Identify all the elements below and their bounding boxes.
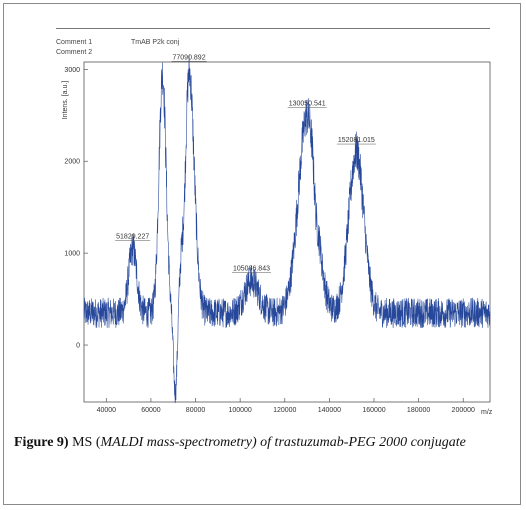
x-tick-label: 160000 — [362, 407, 385, 414]
figure-frame — [3, 3, 521, 505]
x-tick-label: 80000 — [186, 407, 206, 414]
plot-area — [83, 61, 491, 403]
y-axis-label: Intens. [a.u.] — [62, 81, 69, 120]
x-tick-label: 40000 — [97, 407, 117, 414]
y-tick-label: 0 — [76, 343, 80, 350]
spectrum-series-line — [83, 54, 491, 404]
caption-lead: MS ( — [68, 435, 101, 450]
x-axis-label: m/z — [481, 409, 493, 416]
y-tick-label: 2000 — [64, 159, 80, 166]
x-tick-label: 100000 — [228, 407, 251, 414]
comment1-value: TmAB P2k conj — [131, 39, 180, 46]
caption-label: Figure 9) — [14, 435, 69, 450]
peak-label: 77090.892 — [173, 54, 206, 61]
comment2-label: Comment 2 — [56, 49, 93, 56]
peak-label: 105086.843 — [233, 266, 270, 273]
y-tick-label: 1000 — [64, 251, 80, 258]
x-tick-label: 140000 — [318, 407, 341, 414]
mass-spectrum-chart: 40000 60000 80000 100000 120000 140000 160000 1… — [62, 54, 493, 416]
peak-label: 152081.015 — [338, 137, 375, 144]
comment1-label: Comment 1 — [56, 39, 93, 46]
x-tick-label: 180000 — [407, 407, 430, 414]
caption-text: MALDI mass-spectrometry) of trastuzumab-… — [100, 435, 466, 450]
peak-label: 51829.227 — [116, 234, 149, 241]
x-tick-label: 120000 — [273, 407, 296, 414]
y-tick-label: 3000 — [64, 67, 80, 74]
header-rule — [56, 28, 490, 29]
peak-label: 130050.541 — [289, 100, 326, 107]
x-tick-label: 200000 — [452, 407, 475, 414]
figure-caption: Figure 9) MS (MALDI mass-spectrometry) o… — [14, 433, 510, 452]
x-tick-label: 60000 — [141, 407, 161, 414]
